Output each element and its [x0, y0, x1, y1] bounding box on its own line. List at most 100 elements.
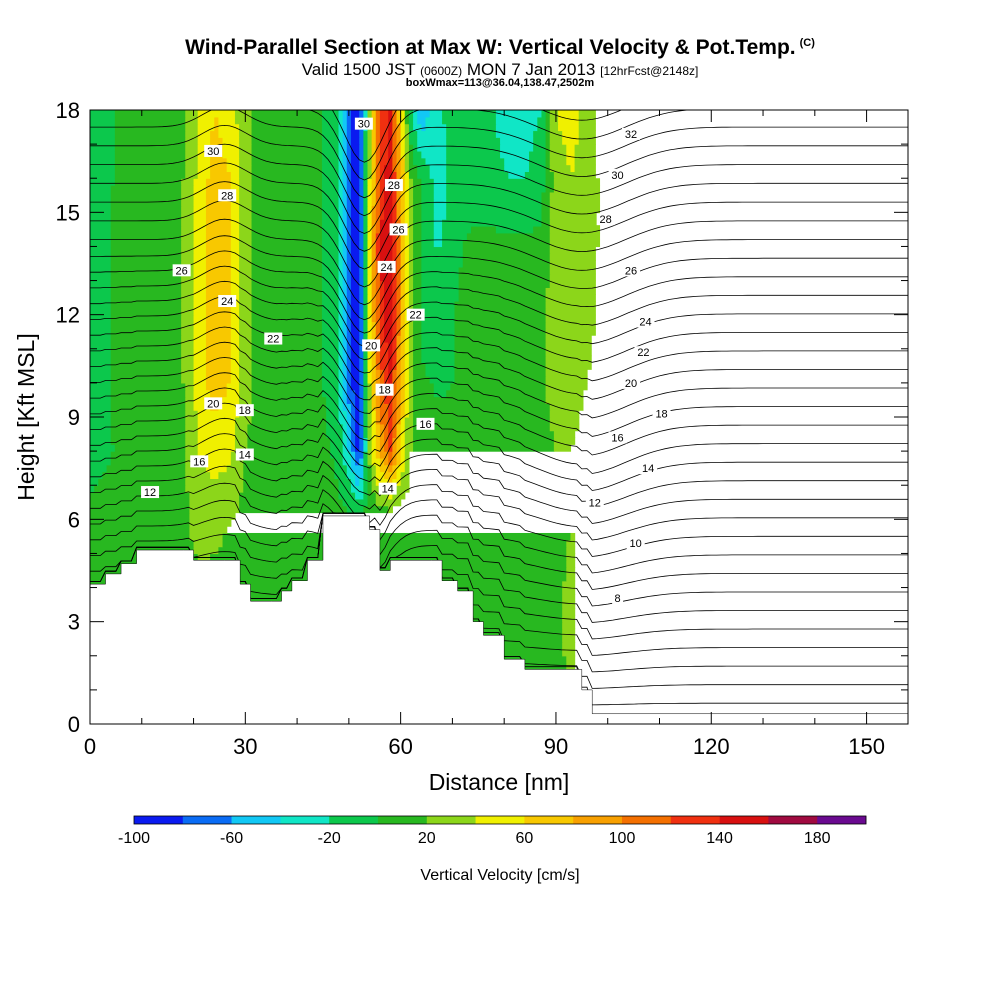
theta-contour-line [90, 181, 908, 270]
w-field-cell [251, 369, 323, 377]
w-field-cell [338, 287, 344, 295]
w-field-cell [338, 348, 344, 357]
w-field-cell [421, 287, 460, 295]
w-field-cell [90, 273, 112, 282]
w-field-cell [114, 110, 186, 118]
w-field-cell [413, 116, 418, 125]
w-field-cell [545, 171, 555, 179]
w-field-cell [396, 396, 402, 404]
w-field-cell [446, 137, 501, 145]
w-field-cell [321, 171, 340, 179]
w-field-cell [421, 178, 435, 186]
w-field-cell [421, 314, 456, 323]
w-field-cell [408, 178, 414, 186]
w-field-cell [239, 348, 253, 357]
w-field-cell [375, 335, 381, 343]
w-field-cell [408, 396, 414, 404]
w-field-cell [185, 171, 199, 179]
theta-contour-line [90, 402, 908, 491]
w-field-cell [251, 239, 323, 248]
w-field-cell [379, 232, 393, 241]
w-field-cell [350, 164, 360, 172]
theta-label: 12 [144, 487, 156, 499]
w-field-cell [342, 498, 369, 507]
w-field-cell [185, 430, 199, 439]
w-field-cell [545, 382, 588, 391]
theta-contour-line [90, 124, 908, 217]
w-field-cell [379, 403, 389, 411]
w-field-cell [384, 198, 393, 207]
w-field-cell [205, 376, 232, 384]
w-field-cell [193, 341, 207, 350]
theta-contour-line [90, 265, 908, 347]
w-field-cell [566, 144, 576, 152]
w-field-cell [251, 150, 323, 159]
w-field-cell [375, 239, 381, 248]
w-field-cell [558, 123, 580, 132]
w-field-cell [388, 355, 393, 364]
w-field-cell [251, 273, 323, 282]
w-field-cell [400, 301, 406, 309]
w-field-cell [338, 301, 344, 309]
theta-label-bg [622, 127, 641, 140]
theta-label: 10 [630, 538, 642, 550]
w-field-cell [350, 403, 356, 411]
w-field-cell [367, 492, 377, 500]
w-field-cell [321, 157, 340, 166]
theta-label: 18 [655, 409, 667, 421]
w-field-cell [442, 225, 472, 234]
theta-label-bg [375, 383, 394, 396]
w-field-cell [239, 191, 253, 200]
w-field-cell [566, 157, 576, 166]
w-field-cell [392, 294, 398, 302]
w-field-cell [363, 348, 369, 357]
w-field-cell [384, 205, 393, 213]
w-field-cell [375, 396, 381, 404]
w-field-cell [110, 403, 186, 411]
w-field-cell [346, 198, 352, 207]
w-field-cell [239, 369, 253, 377]
w-field-cell [359, 294, 364, 302]
theta-contour-line [90, 417, 908, 508]
w-field-cell [375, 362, 381, 370]
w-field-cell [375, 144, 381, 152]
w-field-cell [421, 191, 435, 200]
colorbar-bin [817, 816, 867, 824]
w-field-cell [114, 110, 186, 111]
w-field-cell [392, 287, 398, 295]
w-field-cell [321, 212, 340, 220]
y-tick-label: 15 [56, 200, 80, 225]
w-field-cell [562, 137, 580, 145]
w-field-cell [379, 246, 393, 254]
theta-label-bg [652, 407, 671, 420]
w-field-cell [396, 403, 402, 411]
w-field-cell [363, 246, 369, 254]
w-field-cell [239, 253, 253, 261]
w-field-cell [379, 185, 385, 193]
w-field-cell [251, 246, 323, 254]
w-field-cell [321, 130, 340, 138]
w-field-cell [396, 410, 402, 418]
w-field-cell [230, 253, 240, 261]
w-field-cell [230, 246, 240, 254]
theta-label: 20 [207, 398, 219, 410]
w-field-cell [404, 444, 414, 452]
w-field-cell [442, 116, 497, 125]
w-field-cell [251, 212, 323, 220]
w-field-cell [408, 116, 414, 125]
w-field-cell [321, 307, 340, 316]
w-field-cell [205, 178, 232, 186]
w-field-cell [90, 519, 190, 527]
w-field-cell [359, 273, 364, 282]
w-field-cell [230, 266, 240, 275]
w-field-cell [396, 212, 402, 220]
w-field-cell [110, 396, 186, 404]
w-field-cell [433, 212, 447, 220]
chart-title: Wind-Parallel Section at Max W: Vertical… [0, 36, 1000, 60]
w-field-cell [384, 164, 393, 172]
w-field-cell [367, 498, 377, 507]
w-field-cell [214, 116, 219, 125]
w-field-cell [239, 376, 253, 384]
w-field-cell [355, 423, 360, 432]
w-field-cell [210, 164, 228, 172]
